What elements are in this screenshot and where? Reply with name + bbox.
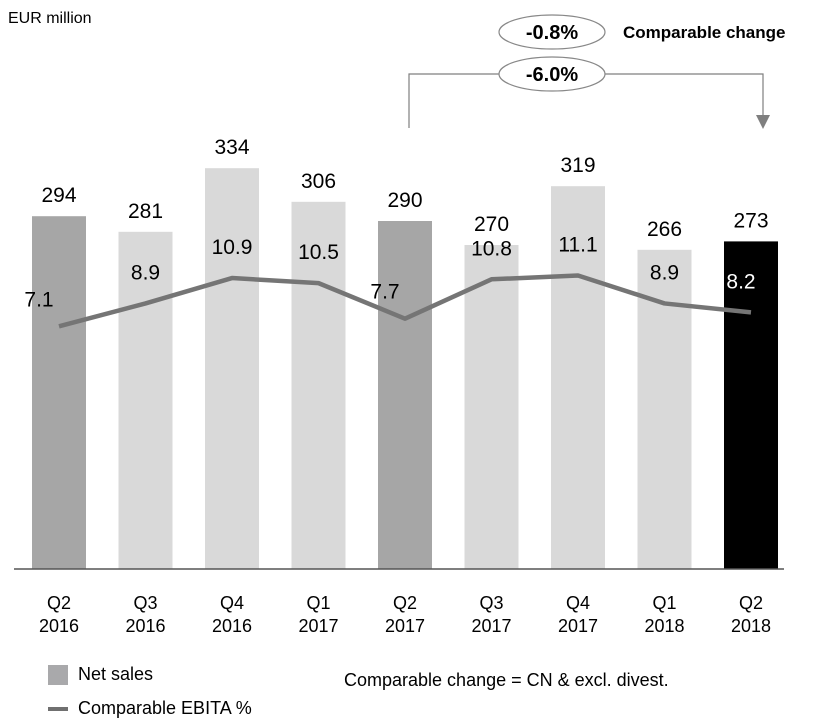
bar-value-label: 319 xyxy=(560,154,595,177)
bar-value-label: 270 xyxy=(474,213,509,236)
x-tick-label: Q2 2018 xyxy=(731,593,771,636)
bar-group xyxy=(32,168,778,570)
unit-label: EUR million xyxy=(8,10,92,27)
ebita-value-label: 7.1 xyxy=(24,288,53,311)
ebita-value-label: 8.9 xyxy=(650,261,679,284)
bar-value-label: 266 xyxy=(647,218,682,241)
bar-value-label: 306 xyxy=(301,170,336,193)
x-tick-label: Q4 2017 xyxy=(558,593,598,636)
bar-value-label: 294 xyxy=(41,184,76,207)
bar-q4-2016 xyxy=(205,168,259,569)
bar-value-label: 290 xyxy=(387,189,422,212)
x-tick-label: Q3 2017 xyxy=(471,593,511,636)
legend-label-ebita: Comparable EBITA % xyxy=(78,698,252,718)
x-tick-label: Q2 2017 xyxy=(385,593,425,636)
x-axis-tick-labels: Q2 2016 Q3 2016 Q4 2016 Q1 2017 Q2 2017 Q3 2017 Q4 20… xyxy=(39,593,771,636)
ebita-value-label: 10.9 xyxy=(212,236,253,259)
ebita-line-layer xyxy=(58,273,752,329)
bar-q2-2016 xyxy=(32,216,86,569)
comparable-change-value: -0.8% xyxy=(526,22,578,44)
total-change-value: -6.0% xyxy=(526,64,578,86)
ebita-value-label: 8.9 xyxy=(131,261,160,284)
bar-value-label: 281 xyxy=(128,200,163,223)
ebita-line xyxy=(58,273,752,329)
ebita-value-labels: 7.1 8.9 10.9 10.5 7.7 10.8 11.1 8.9 8.2 xyxy=(24,233,755,311)
legend-item-net-sales: Net sales xyxy=(48,664,153,685)
legend-swatch-bar xyxy=(48,664,68,685)
bar-q3-2017 xyxy=(464,245,519,569)
x-tick-label: Q3 2016 xyxy=(125,593,165,636)
ebita-value-label: 10.8 xyxy=(471,237,512,260)
comparable-change-label: Comparable change xyxy=(623,23,786,42)
x-tick-label: Q1 2018 xyxy=(644,593,684,636)
ebita-value-label: 8.2 xyxy=(726,270,755,293)
footnote: Comparable change = CN & excl. divest. xyxy=(344,670,669,690)
bar-value-label: 334 xyxy=(214,136,249,159)
bar-value-labels: 294 281 334 306 290 270 319 266 273 xyxy=(41,136,768,241)
ebita-value-label: 11.1 xyxy=(558,233,597,256)
legend-label-net-sales: Net sales xyxy=(78,664,154,684)
legend-item-ebita: Comparable EBITA % xyxy=(48,698,252,719)
ebita-value-label: 10.5 xyxy=(298,241,339,264)
ebita-value-label: 7.7 xyxy=(370,281,399,304)
x-tick-label: Q4 2016 xyxy=(212,593,252,636)
change-arrowhead xyxy=(756,115,770,129)
legend-swatch-line xyxy=(48,706,68,711)
x-tick-label: Q2 2016 xyxy=(39,593,79,636)
bar-q2-2018 xyxy=(724,241,778,569)
bar-q2-2017 xyxy=(378,221,432,569)
comparable-change-ellipse xyxy=(498,14,606,50)
bar-q4-2017 xyxy=(551,186,605,569)
change-annotation: -0.8% Comparable change -6.0% xyxy=(408,14,786,129)
bar-q1-2017 xyxy=(291,201,346,570)
x-tick-label: Q1 2017 xyxy=(298,593,338,636)
bar-q3-2016 xyxy=(118,231,173,570)
bar-value-label: 273 xyxy=(733,209,768,232)
total-change-ellipse xyxy=(498,56,606,92)
